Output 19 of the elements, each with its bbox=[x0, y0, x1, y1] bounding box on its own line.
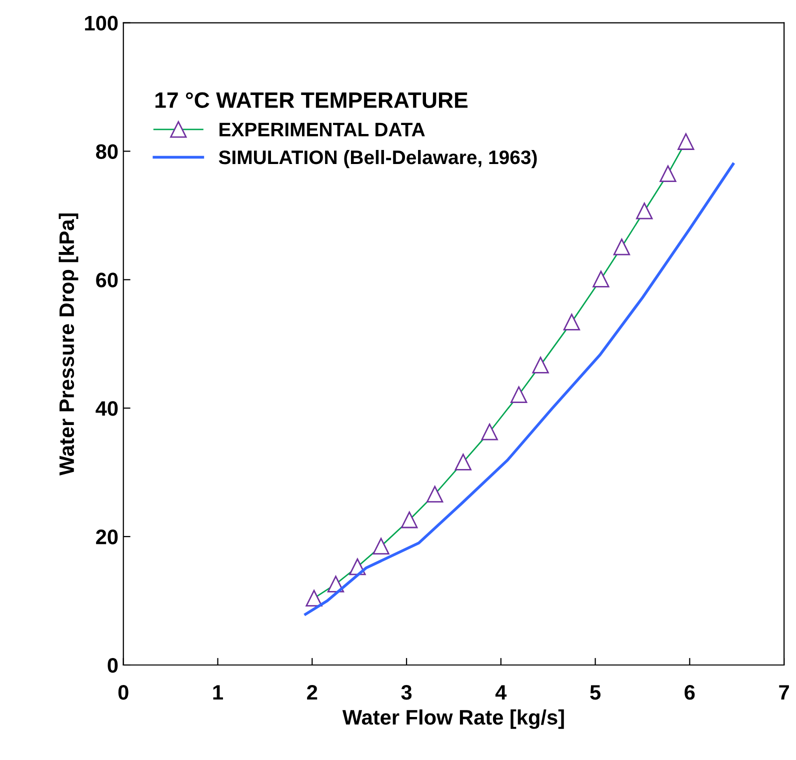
x-axis-title: Water Flow Rate [kg/s] bbox=[342, 709, 564, 729]
x-tick-label: 3 bbox=[401, 684, 412, 700]
y-tick-label: 100 bbox=[85, 16, 118, 31]
y-tick-label: 40 bbox=[96, 401, 118, 416]
y-tick-label: 20 bbox=[96, 530, 118, 544]
y-tick-label: 80 bbox=[96, 144, 118, 159]
y-tick-label: 60 bbox=[96, 272, 118, 288]
x-tick-label: 4 bbox=[495, 685, 507, 700]
legend-label: SIMULATION (Bell-Delaware, 1963) bbox=[218, 150, 537, 168]
x-tick-label: 7 bbox=[779, 685, 789, 700]
legend-label: EXPERIMENTAL DATA bbox=[220, 122, 425, 136]
legend-title: 17 °C WATER TEMPERATURE bbox=[155, 92, 468, 108]
x-tick-label: 5 bbox=[590, 685, 601, 700]
x-tick-label: 2 bbox=[307, 684, 318, 700]
x-tick-label: 0 bbox=[118, 684, 128, 700]
x-tick-label: 6 bbox=[684, 684, 695, 700]
y-tick-label: 0 bbox=[108, 658, 118, 673]
x-tick-label: 1 bbox=[213, 685, 223, 700]
y-axis-title: Water Pressure Drop [kPa] bbox=[58, 213, 78, 476]
